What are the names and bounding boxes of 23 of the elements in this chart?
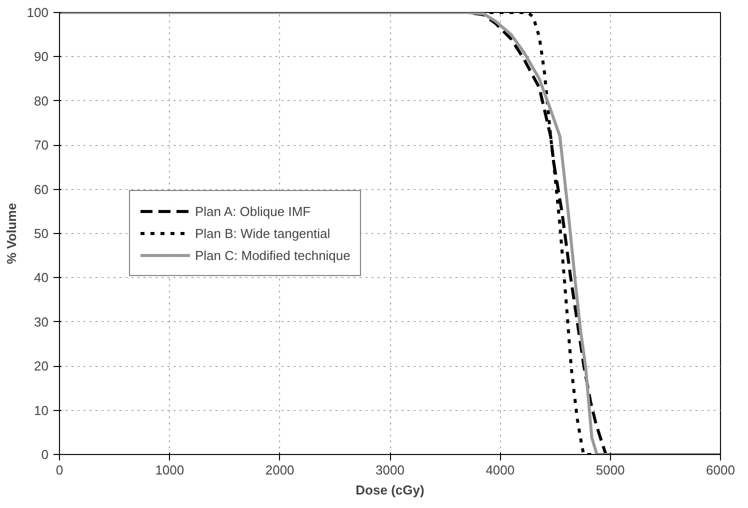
x-tick-label: 4000 [486,462,515,478]
x-tick-label: 0 [56,462,64,478]
y-tick-label: 40 [34,270,49,286]
y-axis-title: % Volume [4,202,19,264]
x-tick-label: 1000 [155,462,184,478]
y-tick-label: 60 [34,182,49,197]
y-tick-label: 80 [34,93,49,108]
x-tick-label: 2000 [265,462,294,478]
x-axis-title: Dose (cGy) [356,482,424,498]
x-tick-label: 6000 [706,462,735,478]
legend-label: Plan A: Oblique IMF [195,204,311,218]
x-tick-label: 5000 [596,462,625,478]
y-tick-label: 90 [34,49,49,64]
x-tick-label: 3000 [376,462,404,478]
y-tick-label: 100 [26,5,49,20]
legend-label: Plan B: Wide tangential [195,226,330,240]
legend-label: Plan C: Modified technique [195,248,350,262]
y-tick-label: 10 [34,402,49,418]
y-tick-label: 30 [34,314,49,330]
y-tick-label: 0 [41,447,49,462]
y-tick-label: 20 [34,358,49,374]
y-tick-label: 50 [34,226,49,241]
y-tick-label: 70 [34,138,49,153]
